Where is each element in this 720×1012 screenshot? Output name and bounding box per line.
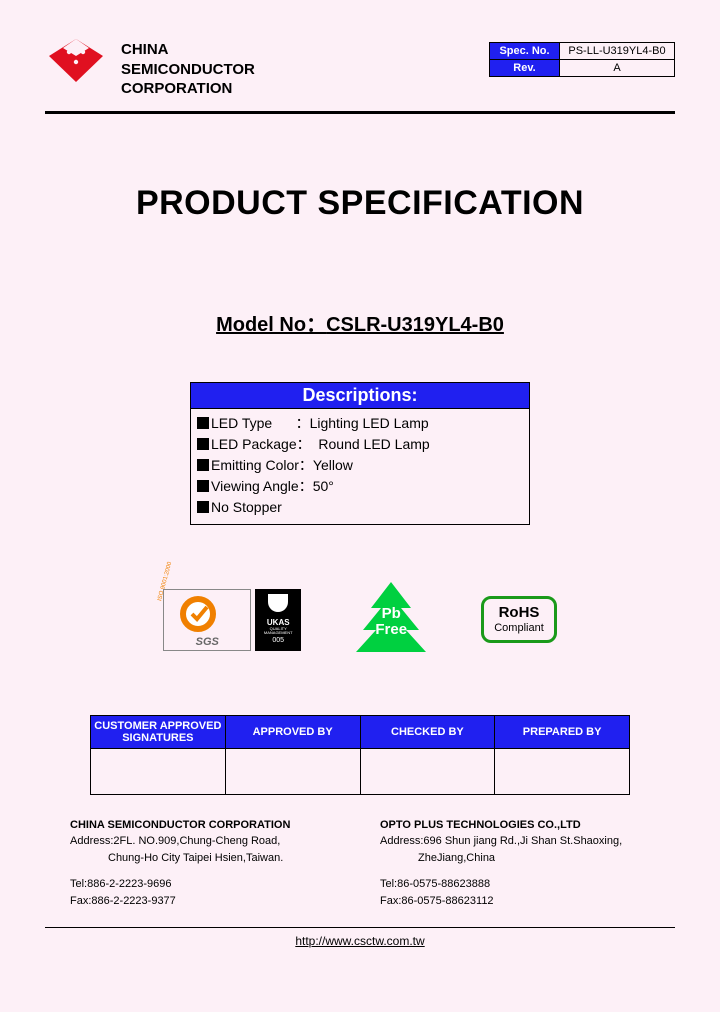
sgs-badge-icon: SGS ISO 9001:2000 (163, 589, 251, 651)
desc-row: Viewing Angle：50° (197, 476, 523, 497)
rohs-badge-icon: RoHS Compliant (481, 596, 557, 643)
rev-label: Rev. (490, 60, 560, 77)
pb-free-badge-icon: Pb Free (351, 580, 431, 660)
addr-line: Address:2FL. NO.909,Chung-Cheng Road, (70, 833, 340, 850)
badges-row: SGS ISO 9001:2000 UKAS QUALITY MANAGEMEN… (45, 580, 675, 660)
desc-sep: ： (297, 434, 311, 455)
descriptions-body: LED Type ：Lighting LED Lamp LED Package：… (191, 409, 529, 524)
address-right: OPTO PLUS TECHNOLOGIES CO.,LTD Address:6… (380, 817, 650, 910)
bullet-icon (197, 417, 209, 429)
addr-line: ZheJiang,China (380, 850, 650, 867)
desc-row: LED Type ：Lighting LED Lamp (197, 413, 523, 434)
descriptions-header: Descriptions: (191, 383, 529, 409)
addr-fax: Fax:86-0575-88623112 (380, 893, 650, 910)
addr-tel: Tel:886-2-2223-9696 (70, 876, 340, 893)
addr-name: CHINA SEMICONDUCTOR CORPORATION (70, 817, 340, 834)
desc-value: 50° (313, 476, 334, 497)
page-title: PRODUCT SPECIFICATION (45, 184, 675, 223)
header-divider (45, 111, 675, 114)
ukas-sub: QUALITY MANAGEMENT (258, 627, 298, 636)
signoff-cell (495, 748, 630, 794)
spec-no-label: Spec. No. (490, 43, 560, 60)
model-line: Model No：CSLR-U319YL4-B0 (45, 308, 675, 337)
rohs-line1: RoHS (494, 605, 544, 622)
pb-line2: Free (351, 622, 431, 639)
desc-row: Emitting Color：Yellow (197, 455, 523, 476)
address-left: CHINA SEMICONDUCTOR CORPORATION Address:… (70, 817, 340, 910)
rev-value: A (560, 60, 675, 77)
pb-line1: Pb (351, 606, 431, 623)
rohs-line2: Compliant (494, 622, 544, 634)
desc-row: No Stopper (197, 497, 523, 518)
desc-label: LED Package (211, 434, 297, 455)
desc-label: LED Type (211, 413, 272, 434)
bullet-icon (197, 501, 209, 513)
sgs-text: SGS (164, 636, 250, 648)
footer-url: http://www.csctw.com.tw (45, 934, 675, 948)
spec-table: Spec. No. PS-LL-U319YL4-B0 Rev. A (489, 42, 675, 77)
addr-name: OPTO PLUS TECHNOLOGIES CO.,LTD (380, 817, 650, 834)
company-logo-icon (45, 34, 107, 84)
ukas-num: 005 (258, 637, 298, 644)
ukas-badge-icon: UKAS QUALITY MANAGEMENT 005 (255, 589, 301, 651)
desc-value: Lighting LED Lamp (310, 413, 429, 434)
addr-tel: Tel:86-0575-88623888 (380, 876, 650, 893)
addr-fax: Fax:886-2-2223-9377 (70, 893, 340, 910)
footer-divider (45, 927, 675, 928)
spec-no-value: PS-LL-U319YL4-B0 (560, 43, 675, 60)
desc-label: No Stopper (211, 497, 282, 518)
bullet-icon (197, 438, 209, 450)
desc-sep: ： (299, 476, 313, 497)
signoff-table: CUSTOMER APPROVED SIGNATURES APPROVED BY… (90, 715, 630, 795)
addresses: CHINA SEMICONDUCTOR CORPORATION Address:… (45, 817, 675, 910)
desc-row: LED Package： Round LED Lamp (197, 434, 523, 455)
signoff-col1: CUSTOMER APPROVED SIGNATURES (91, 715, 226, 748)
signoff-cell (225, 748, 360, 794)
model-prefix: Model No： (216, 314, 326, 336)
desc-sep: ： (299, 455, 313, 476)
company-line1: CHINA (121, 40, 255, 60)
company-name: CHINA SEMICONDUCTOR CORPORATION (121, 40, 255, 99)
signoff-cell (91, 748, 226, 794)
signoff-cell (360, 748, 495, 794)
bullet-icon (197, 480, 209, 492)
addr-line: Address:696 Shun jiang Rd.,Ji Shan St.Sh… (380, 833, 650, 850)
company-line2: SEMICONDUCTOR (121, 60, 255, 80)
desc-label: Viewing Angle (211, 476, 299, 497)
desc-label: Emitting Color (211, 455, 299, 476)
desc-value: Round LED Lamp (311, 434, 430, 455)
addr-line: Chung-Ho City Taipei Hsien,Taiwan. (70, 850, 340, 867)
model-value: CSLR-U319YL4-B0 (326, 314, 504, 336)
signoff-col3: CHECKED BY (360, 715, 495, 748)
sgs-ukas-badge: SGS ISO 9001:2000 UKAS QUALITY MANAGEMEN… (163, 589, 301, 651)
descriptions-box: Descriptions: LED Type ：Lighting LED Lam… (190, 382, 530, 525)
company-line3: CORPORATION (121, 79, 255, 99)
desc-value: Yellow (313, 455, 353, 476)
bullet-icon (197, 459, 209, 471)
signoff-col2: APPROVED BY (225, 715, 360, 748)
header-row: CHINA SEMICONDUCTOR CORPORATION Spec. No… (45, 34, 675, 99)
signoff-col4: PREPARED BY (495, 715, 630, 748)
desc-sep: ： (272, 413, 309, 434)
